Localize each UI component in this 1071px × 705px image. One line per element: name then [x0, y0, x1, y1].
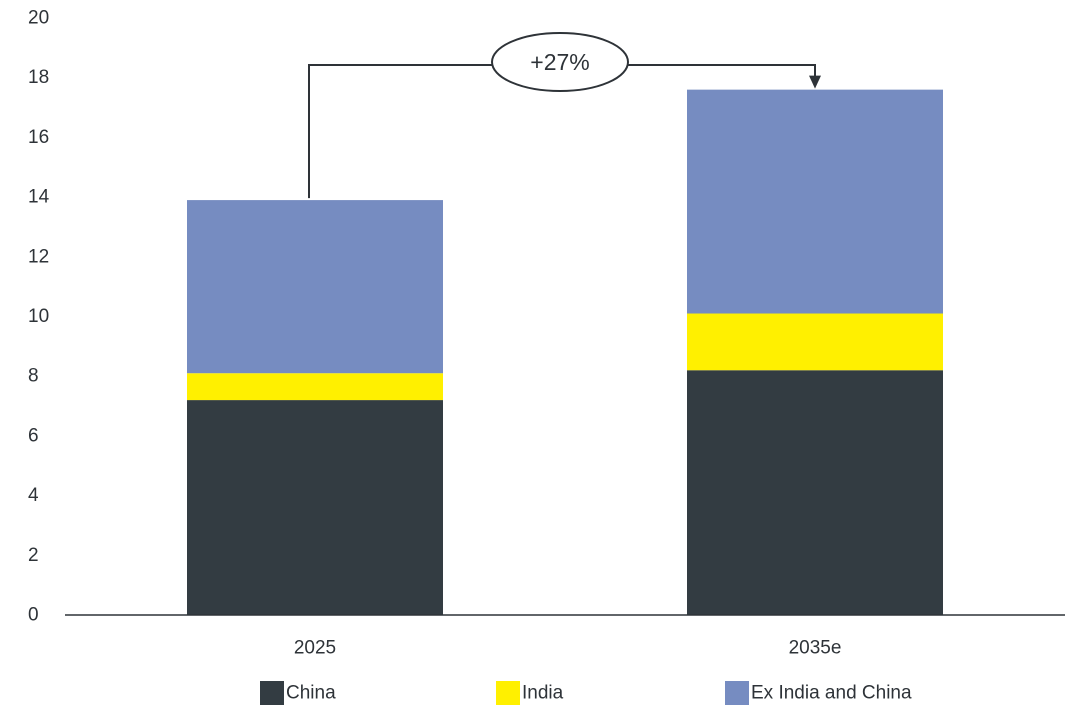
y-tick-label: 2 [28, 545, 39, 566]
x-axis: 2025 2035e [294, 638, 842, 659]
x-tick-label: 2025 [294, 638, 336, 659]
growth-annotation: +27% [308, 32, 821, 199]
bars [187, 89, 943, 615]
y-tick-label: 14 [28, 187, 50, 208]
y-tick-label: 0 [28, 605, 39, 626]
x-tick-label: 2035e [789, 638, 842, 659]
bar-segment-ex-india-and-china [687, 89, 943, 314]
legend: China India Ex India and China [260, 681, 912, 705]
legend-swatch-china [260, 681, 284, 705]
bar-segment-india [687, 313, 943, 371]
y-tick-label: 12 [28, 246, 49, 267]
legend-label: China [286, 683, 336, 704]
arrow-down-icon [809, 75, 821, 89]
bar-segment-china [687, 370, 943, 615]
growth-bubble [491, 32, 629, 92]
growth-label: +27% [530, 49, 589, 75]
y-tick-label: 10 [28, 306, 49, 327]
bar-segment-india [187, 373, 443, 401]
legend-swatch-ex-india-and-china [725, 681, 749, 705]
y-tick-label: 20 [28, 8, 49, 29]
bar-segment-china [187, 400, 443, 615]
y-tick-label: 8 [28, 366, 39, 387]
y-tick-label: 4 [28, 485, 39, 506]
y-axis: 0 2 4 6 8 10 12 14 16 18 20 [28, 8, 50, 626]
legend-label: Ex India and China [751, 683, 912, 704]
legend-swatch-india [496, 681, 520, 705]
legend-label: India [522, 683, 564, 704]
bar-segment-ex-india-and-china [187, 200, 443, 374]
y-tick-label: 6 [28, 425, 39, 446]
y-tick-label: 18 [28, 67, 49, 88]
y-tick-label: 16 [28, 127, 49, 148]
